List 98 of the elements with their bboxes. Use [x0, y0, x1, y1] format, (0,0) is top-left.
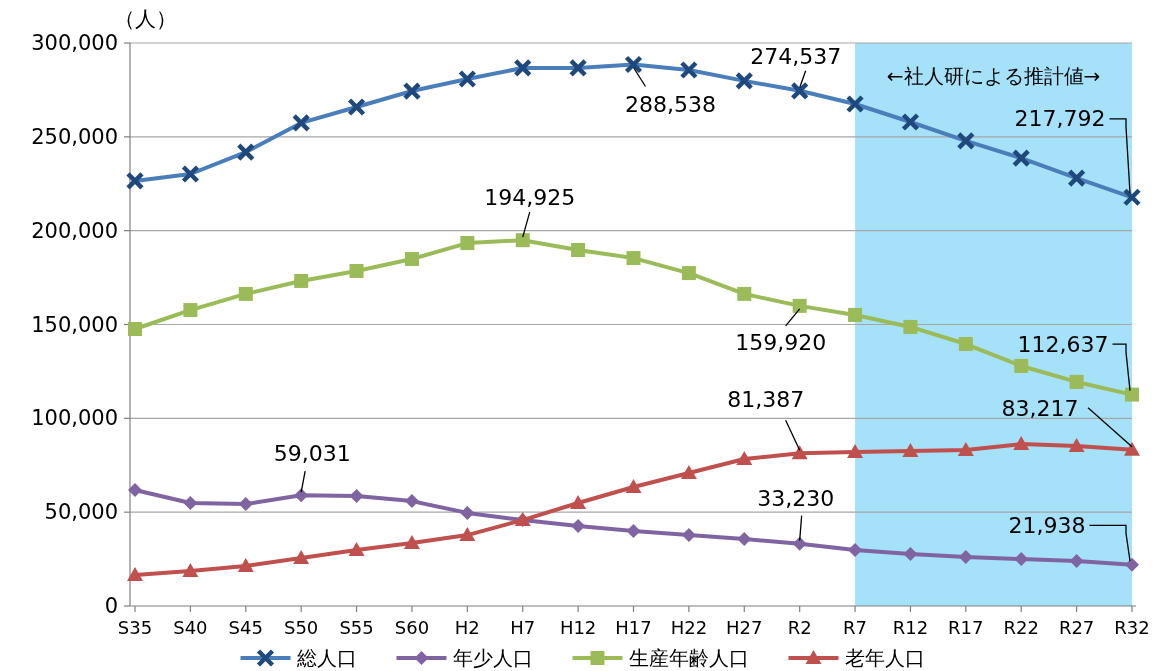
data-label: 159,920 — [735, 329, 827, 355]
point — [903, 319, 918, 334]
legend-label: 総人口 — [295, 646, 357, 670]
point — [958, 337, 973, 352]
y-tick-label: 300,000 — [31, 31, 118, 55]
point — [957, 442, 974, 457]
x-tick-label: S55 — [339, 617, 374, 638]
x-tick-label: R27 — [1058, 617, 1095, 638]
point — [459, 527, 476, 542]
x-tick-label: R7 — [843, 617, 868, 638]
legend-label: 老年人口 — [844, 646, 925, 670]
point — [460, 505, 475, 520]
point — [1014, 552, 1029, 567]
x-tick-label: S40 — [173, 617, 208, 638]
x-tick-label: R22 — [1003, 617, 1039, 638]
point — [1014, 358, 1029, 373]
point — [1013, 436, 1030, 451]
point — [349, 264, 364, 279]
point — [681, 266, 696, 281]
x-tick-label: H22 — [670, 617, 708, 638]
point — [237, 558, 254, 573]
point — [1069, 553, 1084, 568]
point — [349, 489, 364, 504]
data-label: 288,538 — [625, 91, 716, 117]
x-tick-label: R2 — [787, 617, 812, 638]
legend-label: 年少人口 — [452, 646, 533, 670]
x-tick-label: S35 — [117, 617, 153, 638]
data-label: 112,637 — [1017, 331, 1109, 357]
x-tick-label: H2 — [454, 617, 480, 638]
point — [902, 442, 919, 457]
data-label: 21,938 — [1008, 512, 1086, 538]
point — [680, 464, 697, 479]
data-label: 33,230 — [757, 485, 835, 511]
x-tick-label: S45 — [228, 617, 263, 638]
point — [848, 307, 863, 322]
point — [183, 495, 198, 510]
point — [294, 273, 309, 288]
y-tick-label: 150,000 — [31, 312, 118, 337]
data-label: 194,925 — [484, 185, 576, 211]
x-tick-label: R17 — [948, 617, 984, 638]
legend-label: 生産年齢人口 — [628, 646, 749, 670]
y-tick-label: 0 — [104, 594, 118, 618]
point — [626, 523, 641, 538]
point — [736, 451, 753, 466]
point — [737, 532, 752, 546]
point — [958, 550, 973, 565]
point — [571, 243, 586, 257]
point — [1125, 557, 1139, 572]
x-tick-label: H27 — [726, 617, 763, 638]
point — [294, 488, 309, 503]
point — [1125, 387, 1139, 402]
point — [238, 286, 253, 301]
point — [1069, 374, 1084, 389]
point — [460, 236, 475, 251]
point — [127, 567, 143, 582]
point — [128, 322, 142, 336]
y-tick-label: 50,000 — [44, 500, 118, 525]
point — [182, 563, 199, 578]
y-axis-title: （人） — [113, 7, 177, 31]
data-label: 81,387 — [727, 387, 805, 413]
point — [293, 549, 310, 564]
data-label: 59,031 — [273, 441, 351, 467]
point — [792, 536, 807, 551]
point — [847, 444, 864, 459]
x-tick-label: H7 — [510, 617, 536, 638]
y-tick-label: 200,000 — [31, 218, 118, 243]
point — [737, 286, 752, 301]
point — [903, 547, 918, 562]
point — [403, 534, 420, 549]
point — [183, 303, 198, 318]
point — [848, 543, 863, 558]
point — [238, 497, 253, 512]
point — [570, 494, 587, 509]
data-label: 217,792 — [1014, 106, 1106, 132]
x-tick-label: R32 — [1114, 617, 1150, 638]
x-tick-label: H17 — [615, 617, 652, 638]
point — [1124, 441, 1140, 456]
y-tick-label: 100,000 — [31, 406, 118, 431]
x-tick-label: R12 — [892, 617, 929, 638]
point — [348, 542, 365, 557]
point — [404, 252, 419, 266]
x-tick-label: S50 — [283, 617, 319, 638]
point — [625, 479, 642, 494]
point — [626, 251, 641, 266]
point — [128, 483, 142, 498]
point — [681, 528, 696, 543]
point — [571, 519, 586, 534]
point — [1068, 438, 1085, 453]
point — [791, 445, 808, 460]
data-label: 83,217 — [1001, 395, 1079, 421]
band-label: ←社人研による推計値→ — [886, 64, 1101, 88]
point — [792, 298, 807, 313]
x-tick-label: H12 — [559, 617, 597, 638]
data-label: 274,537 — [750, 43, 842, 69]
point — [404, 494, 419, 509]
y-tick-label: 250,000 — [31, 124, 118, 149]
x-tick-label: S60 — [394, 617, 430, 638]
point — [515, 233, 530, 248]
